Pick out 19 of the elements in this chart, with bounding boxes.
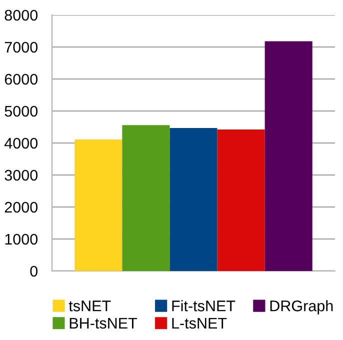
legend-label: tsNET <box>68 300 111 312</box>
legend-label: Fit-tsNET <box>172 300 236 312</box>
bar <box>74 139 122 271</box>
y-tick-label: 5000 <box>4 106 38 117</box>
bar <box>122 125 170 271</box>
legend-label: L-tsNET <box>172 318 227 329</box>
y-tick-label: 8000 <box>4 10 38 21</box>
y-tick-label: 2000 <box>4 202 38 213</box>
y-tick-label: 0 <box>30 266 38 277</box>
y-tick-label: 3000 <box>4 170 38 181</box>
y-tick-label: 7000 <box>4 42 38 53</box>
bar <box>170 128 218 271</box>
bar <box>264 41 312 271</box>
y-tick-label: 4000 <box>4 138 38 149</box>
legend-label: BH-tsNET <box>70 318 138 329</box>
y-tick-label: 6000 <box>4 74 38 85</box>
bar <box>217 130 265 271</box>
legend-label: DRGraph <box>270 300 333 314</box>
y-tick-label: 1000 <box>5 234 38 245</box>
